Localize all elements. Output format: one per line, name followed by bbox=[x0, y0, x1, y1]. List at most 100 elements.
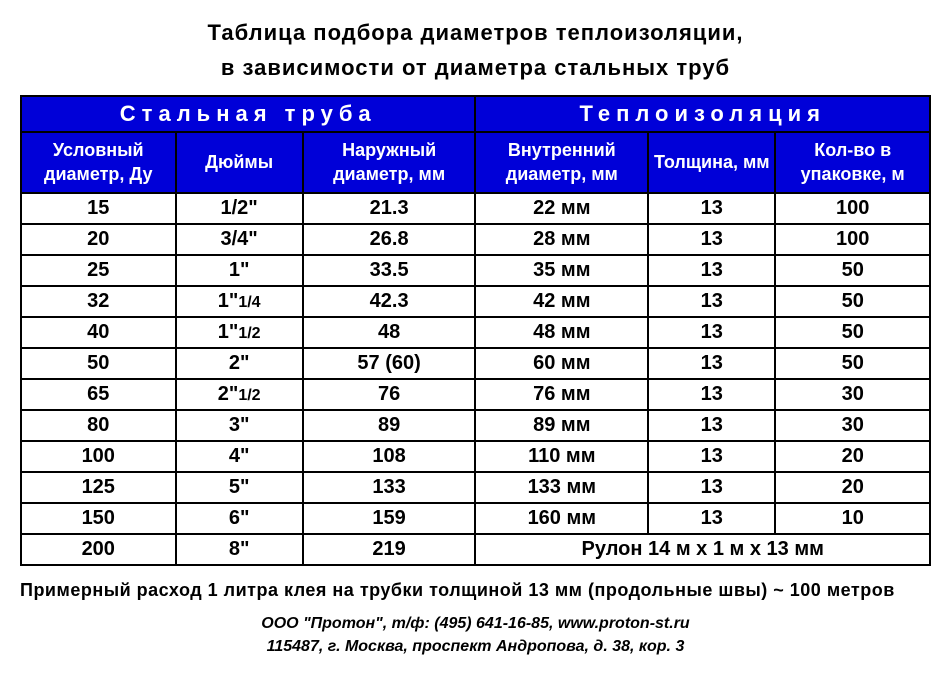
cell: 33.5 bbox=[303, 255, 476, 286]
table-row: 251"33.535 мм1350 bbox=[21, 255, 930, 286]
cell: 76 мм bbox=[475, 379, 648, 410]
cell: 13 bbox=[648, 224, 775, 255]
cell: 100 bbox=[775, 224, 930, 255]
cell: 50 bbox=[775, 255, 930, 286]
cell: 30 bbox=[775, 379, 930, 410]
col-id: Внутренний диаметр, мм bbox=[475, 132, 648, 193]
cell: 4" bbox=[176, 441, 303, 472]
col-inch: Дюймы bbox=[176, 132, 303, 193]
cell: 133 bbox=[303, 472, 476, 503]
col-pkg: Кол-во в упаковке, м bbox=[775, 132, 930, 193]
cell: 22 мм bbox=[475, 193, 648, 224]
cell: 8" bbox=[176, 534, 303, 565]
table-row: 401"1/24848 мм1350 bbox=[21, 317, 930, 348]
table-row: 652"1/27676 мм1330 bbox=[21, 379, 930, 410]
cell: 57 (60) bbox=[303, 348, 476, 379]
cell: 100 bbox=[775, 193, 930, 224]
contact-block: ООО "Протон", т/ф: (495) 641-16-85, www.… bbox=[20, 613, 931, 658]
cell: 89 мм bbox=[475, 410, 648, 441]
cell: 50 bbox=[21, 348, 176, 379]
cell: 13 bbox=[648, 193, 775, 224]
cell: 42.3 bbox=[303, 286, 476, 317]
cell: 40 bbox=[21, 317, 176, 348]
cell: 50 bbox=[775, 348, 930, 379]
cell: 159 bbox=[303, 503, 476, 534]
table-body: 151/2"21.322 мм13100203/4"26.828 мм13100… bbox=[21, 193, 930, 565]
cell: 76 bbox=[303, 379, 476, 410]
cell: 1"1/2 bbox=[176, 317, 303, 348]
cell: 108 bbox=[303, 441, 476, 472]
table-row: 1004"108110 мм1320 bbox=[21, 441, 930, 472]
table-row: 321"1/442.342 мм1350 bbox=[21, 286, 930, 317]
col-od: Наружный диаметр, мм bbox=[303, 132, 476, 193]
column-header-row: Условный диаметр, Ду Дюймы Наружный диам… bbox=[21, 132, 930, 193]
cell: 13 bbox=[648, 472, 775, 503]
group-header-insulation: Теплоизоляция bbox=[475, 96, 930, 132]
cell: 13 bbox=[648, 255, 775, 286]
table-row: 151/2"21.322 мм13100 bbox=[21, 193, 930, 224]
cell: 2"1/2 bbox=[176, 379, 303, 410]
col-du: Условный диаметр, Ду bbox=[21, 132, 176, 193]
cell: 125 bbox=[21, 472, 176, 503]
cell: 160 мм bbox=[475, 503, 648, 534]
cell: 20 bbox=[775, 441, 930, 472]
cell: 1" bbox=[176, 255, 303, 286]
cell: 20 bbox=[21, 224, 176, 255]
contact-line-1: ООО "Протон", т/ф: (495) 641-16-85, www.… bbox=[261, 615, 689, 632]
cell: 21.3 bbox=[303, 193, 476, 224]
cell: 2" bbox=[176, 348, 303, 379]
cell: 48 bbox=[303, 317, 476, 348]
cell: 35 мм bbox=[475, 255, 648, 286]
contact-line-2: 115487, г. Москва, проспект Андропова, д… bbox=[267, 638, 685, 655]
cell: 48 мм bbox=[475, 317, 648, 348]
cell: 110 мм bbox=[475, 441, 648, 472]
cell: 13 bbox=[648, 348, 775, 379]
cell: 1/2" bbox=[176, 193, 303, 224]
cell: 25 bbox=[21, 255, 176, 286]
col-th: Толщина, мм bbox=[648, 132, 775, 193]
cell: 42 мм bbox=[475, 286, 648, 317]
footnote: Примерный расход 1 литра клея на трубки … bbox=[20, 580, 931, 601]
cell: 13 bbox=[648, 317, 775, 348]
cell: 89 bbox=[303, 410, 476, 441]
cell: 13 bbox=[648, 441, 775, 472]
page-title: Таблица подбора диаметров теплоизоляции,… bbox=[20, 15, 931, 85]
table-row: 803"8989 мм1330 bbox=[21, 410, 930, 441]
group-header-pipe: Стальная труба bbox=[21, 96, 475, 132]
cell: 219 bbox=[303, 534, 476, 565]
cell: 150 bbox=[21, 503, 176, 534]
diameter-table: Стальная труба Теплоизоляция Условный ди… bbox=[20, 95, 931, 566]
table-row: 203/4"26.828 мм13100 bbox=[21, 224, 930, 255]
cell: 80 bbox=[21, 410, 176, 441]
cell: 6" bbox=[176, 503, 303, 534]
cell: 3" bbox=[176, 410, 303, 441]
cell: 13 bbox=[648, 379, 775, 410]
cell: 5" bbox=[176, 472, 303, 503]
cell: 200 bbox=[21, 534, 176, 565]
cell: 32 bbox=[21, 286, 176, 317]
cell: 1"1/4 bbox=[176, 286, 303, 317]
cell: 15 bbox=[21, 193, 176, 224]
merged-cell: Рулон 14 м х 1 м х 13 мм bbox=[475, 534, 930, 565]
cell: 13 bbox=[648, 410, 775, 441]
cell: 28 мм bbox=[475, 224, 648, 255]
title-line-1: Таблица подбора диаметров теплоизоляции, bbox=[208, 20, 744, 45]
table-row-last: 2008"219Рулон 14 м х 1 м х 13 мм bbox=[21, 534, 930, 565]
table-row: 502"57 (60)60 мм1350 bbox=[21, 348, 930, 379]
cell: 60 мм bbox=[475, 348, 648, 379]
title-line-2: в зависимости от диаметра стальных труб bbox=[221, 55, 730, 80]
cell: 13 bbox=[648, 286, 775, 317]
table-row: 1255"133133 мм1320 bbox=[21, 472, 930, 503]
cell: 50 bbox=[775, 317, 930, 348]
cell: 133 мм bbox=[475, 472, 648, 503]
cell: 3/4" bbox=[176, 224, 303, 255]
cell: 100 bbox=[21, 441, 176, 472]
cell: 50 bbox=[775, 286, 930, 317]
cell: 20 bbox=[775, 472, 930, 503]
cell: 65 bbox=[21, 379, 176, 410]
table-row: 1506"159160 мм1310 bbox=[21, 503, 930, 534]
group-header-row: Стальная труба Теплоизоляция bbox=[21, 96, 930, 132]
cell: 26.8 bbox=[303, 224, 476, 255]
cell: 10 bbox=[775, 503, 930, 534]
cell: 30 bbox=[775, 410, 930, 441]
